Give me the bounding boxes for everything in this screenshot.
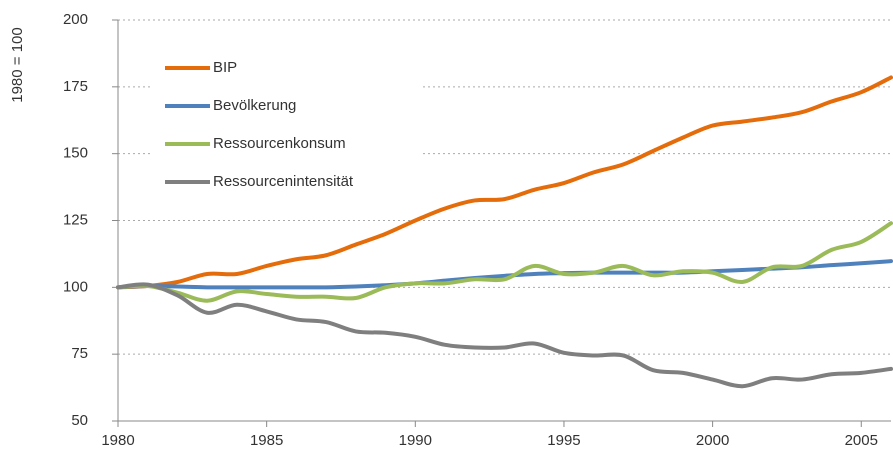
legend-label: Ressourcenintensität	[213, 173, 354, 190]
legend-label: Ressourcenkonsum	[213, 135, 346, 152]
legend-background	[150, 50, 420, 200]
y-tick-label: 125	[63, 211, 88, 228]
y-tick-label: 100	[63, 278, 88, 295]
y-tick-label: 75	[71, 345, 88, 362]
y-tick-label: 200	[63, 11, 88, 28]
x-tick-label: 2005	[845, 432, 878, 449]
x-tick-label: 1995	[547, 432, 580, 449]
y-tick-label: 175	[63, 78, 88, 95]
y-tick-label: 50	[71, 412, 88, 429]
x-tick-label: 1980	[101, 432, 134, 449]
x-tick-label: 2000	[696, 432, 729, 449]
series-line	[116, 221, 893, 303]
series-line	[116, 259, 893, 290]
series-line	[116, 75, 893, 290]
legend-label: BIP	[213, 59, 237, 76]
x-tick-label: 1985	[250, 432, 283, 449]
legend-label: Bevölkerung	[213, 97, 296, 114]
x-tick-label: 1990	[399, 432, 432, 449]
series-line	[116, 282, 893, 389]
y-tick-label: 150	[63, 145, 88, 162]
y-axis-label: 1980 = 100	[9, 27, 26, 103]
